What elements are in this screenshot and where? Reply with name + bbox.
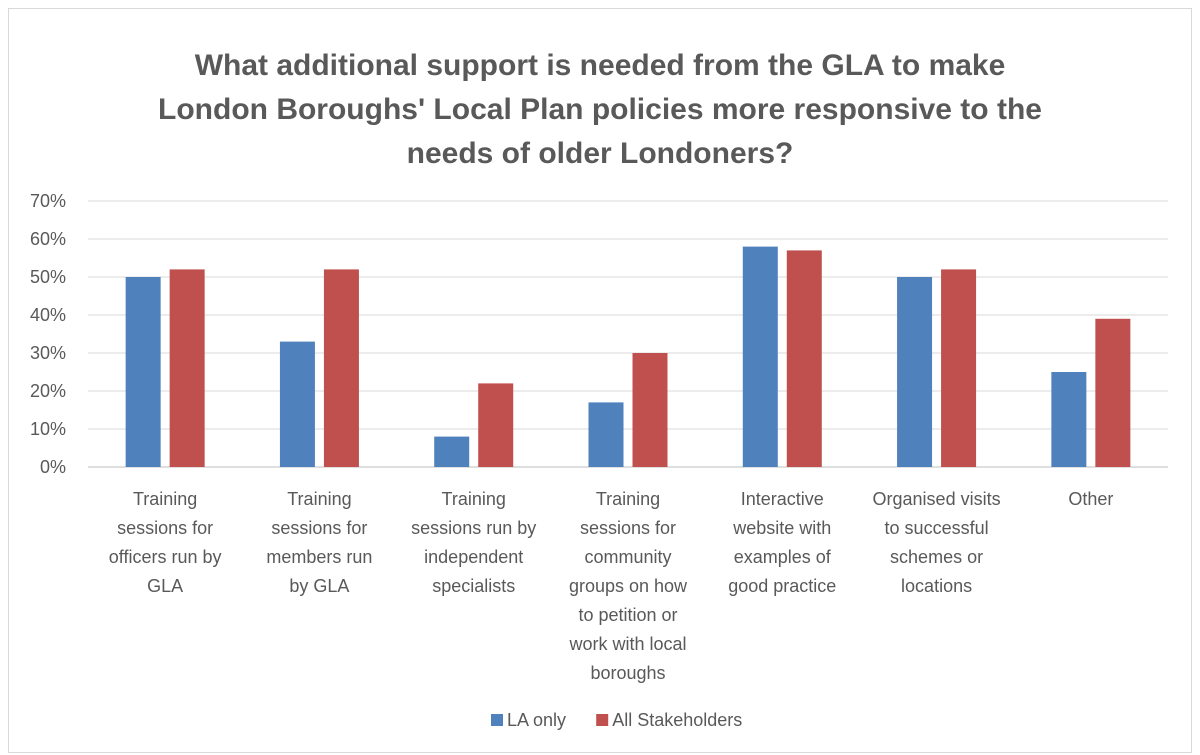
bar-all-stakeholders <box>169 269 205 467</box>
legend: LA only All Stakeholders <box>491 710 742 730</box>
bar-all-stakeholders <box>941 269 977 467</box>
bar-la-only <box>279 341 315 467</box>
x-axis: Training sessions for officers run by GLA Tr… <box>109 489 1114 683</box>
legend-swatch <box>596 714 609 726</box>
bar-la-only <box>897 277 933 467</box>
bar-la-only <box>588 402 624 467</box>
chart-title: What additional support is needed from t… <box>0 44 1200 176</box>
legend-label: All Stakeholders <box>612 710 742 730</box>
y-tick-label: 0% <box>40 457 66 477</box>
y-tick-label: 10% <box>30 419 66 439</box>
bar-all-stakeholders <box>632 353 668 467</box>
x-category-label: Organised visits to successful schemes or l… <box>873 489 1001 596</box>
x-category-label: Interactive website with examples of good p… <box>728 489 836 596</box>
legend-label: LA only <box>507 710 566 730</box>
bar-la-only <box>125 277 161 467</box>
bar-all-stakeholders <box>1095 318 1131 467</box>
bar-all-stakeholders <box>478 383 514 467</box>
y-tick-label: 50% <box>30 267 66 287</box>
x-category-label: Training sessions for officers run by GLA <box>109 489 222 596</box>
bar-all-stakeholders <box>323 269 359 467</box>
chart-title-line: London Boroughs' Local Plan policies mor… <box>158 93 1042 126</box>
legend-swatch <box>491 714 503 726</box>
gridlines <box>88 200 1168 468</box>
bars <box>125 246 1131 467</box>
y-tick-label: 60% <box>30 229 66 249</box>
y-tick-label: 40% <box>30 305 66 325</box>
chart-title-line: What additional support is needed from t… <box>194 49 1006 82</box>
y-axis: 0% 10% 20% 30% 40% 50% 60% 70% <box>30 191 66 477</box>
chart-frame <box>8 8 1192 753</box>
chart-title-line: needs of older Londoners? <box>406 137 794 170</box>
y-tick-label: 70% <box>30 191 66 211</box>
y-tick-label: 20% <box>30 381 66 401</box>
bar-la-only <box>742 246 778 467</box>
x-category-label: Other <box>1068 489 1113 509</box>
bar-all-stakeholders <box>786 250 822 467</box>
x-category-label: Training sessions for community groups on h… <box>568 489 688 683</box>
y-tick-label: 30% <box>30 343 66 363</box>
x-category-label: Training sessions run by independent specia… <box>411 489 536 596</box>
bar-la-only <box>434 436 470 467</box>
bar-la-only <box>1051 372 1087 467</box>
x-category-label: Training sessions for members run by GLA <box>266 489 372 596</box>
